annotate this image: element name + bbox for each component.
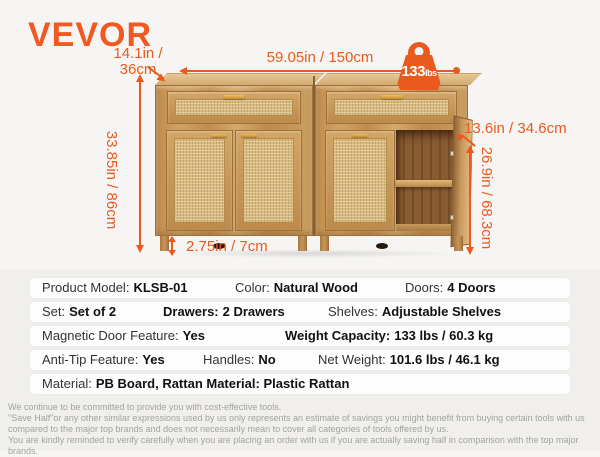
door-rattan-panel [174, 138, 225, 223]
height-arrowhead-bottom [136, 245, 144, 253]
interior-height-label: 26.9in / 68.3cm [478, 146, 495, 250]
interior-height-arrowhead-bottom [466, 247, 474, 255]
spec-label: Drawers: [163, 304, 219, 319]
disclaimer-line: compared to the major top brands and doe… [8, 424, 449, 434]
right-cabinet-drawer [326, 91, 457, 124]
width-line-end-dot [453, 67, 460, 74]
cabinet-leg [160, 236, 169, 251]
spec-label: Anti-Tip Feature: [42, 352, 139, 367]
interior-height-arrowhead-top [466, 145, 474, 153]
interior-floor [396, 224, 458, 231]
left-cabinet-door-left [166, 130, 233, 231]
spec-row-set-drawers-shelves: Set: Set of 2 Drawers: 2 Drawers Shelves: A… [30, 302, 570, 322]
spec-label: Net Weight: [318, 352, 386, 367]
kettlebell-handle-hole [414, 47, 424, 56]
cabinet-leg [320, 236, 329, 251]
cabinet-seam [313, 76, 315, 236]
spec-value: 101.6 lbs / 46.1 kg [389, 352, 500, 367]
width-arrowhead-left [179, 67, 187, 75]
leg-dimension-label: 2.75in / 7cm [186, 238, 268, 255]
left-cabinet-door-right [235, 130, 302, 231]
leg-arrowhead-bottom [168, 250, 176, 256]
spec-row-antitip-handles-weight: Anti-Tip Feature: Yes Handles: No Net Weig… [30, 350, 570, 370]
drawer-rattan-panel [334, 99, 449, 116]
spec-label: Magnetic Door Feature: [42, 328, 179, 343]
spec-value: Natural Wood [273, 280, 358, 295]
spec-value: 133 lbs / 60.3 kg [394, 328, 494, 343]
height-arrowhead-top [136, 74, 144, 82]
right-cabinet-top [315, 73, 482, 85]
spec-row-magnetic-capacity: Magnetic Door Feature: Yes Weight Capacit… [30, 326, 570, 346]
spec-value: KLSB-01 [133, 280, 188, 295]
spec-row-model-color-doors: Product Model: KLSB-01 Color: Natural Wood… [30, 278, 570, 298]
door-handle [352, 134, 368, 137]
spec-row-material: Material: PB Board, Rattan Material: Plas… [30, 374, 570, 394]
vevor-logo: VEVOR [28, 16, 153, 54]
spec-label: Product Model: [42, 280, 130, 295]
door-rattan-panel [333, 138, 387, 223]
weight-capacity-badge: 133lbs [394, 42, 444, 90]
weight-capacity-value: 133lbs [401, 63, 437, 80]
spec-table: Product Model: KLSB-01 Color: Natural Wood… [0, 270, 600, 398]
drawer-handle [223, 95, 245, 99]
floor-shadow [165, 249, 460, 258]
drawer-handle [380, 95, 403, 99]
open-cabinet-interior [396, 130, 458, 231]
right-cabinet-door-closed [325, 130, 395, 231]
leg-dimension-line [171, 240, 173, 252]
spec-label: Material: [42, 376, 92, 391]
depth-dimension-label: 14.1in / 36cm [113, 45, 163, 78]
door-handle [241, 134, 257, 137]
disclaimer-line: You are kindly reminded to verify carefu… [8, 435, 579, 456]
spec-value: PB Board, Rattan Material: Plastic Ratta… [95, 376, 350, 391]
door-width-dimension-label: 13.6in / 34.6cm [464, 120, 567, 137]
adjustable-shelf [396, 180, 458, 187]
disclaimer-line: "Save Half"or any other similar expressi… [8, 413, 585, 423]
left-cabinet-top [155, 73, 325, 85]
leg-arrowhead-top [168, 236, 176, 242]
interior-height-line [469, 151, 471, 248]
disclaimer-line: We continue to be committed to provide y… [8, 402, 282, 412]
spec-label: Color: [235, 280, 270, 295]
spec-value: Yes [182, 328, 205, 343]
cabinet-rear-foot [376, 243, 388, 249]
spec-label: Weight Capacity: [285, 328, 391, 343]
spec-value: Yes [142, 352, 165, 367]
drawer-rattan-panel [175, 99, 293, 116]
spec-label: Shelves: [328, 304, 378, 319]
door-hinge [450, 215, 454, 220]
lower-section: Product Model: KLSB-01 Color: Natural Wood… [0, 270, 600, 456]
product-illustration: VEVOR [28, 16, 567, 258]
height-dimension-label: 33.85in / 86cm [103, 130, 120, 230]
spec-label: Handles: [203, 352, 255, 367]
spec-value: Set of 2 [69, 304, 117, 319]
spec-label: Set: [42, 304, 66, 319]
cabinet-leg [454, 236, 463, 251]
cabinet-leg [298, 236, 307, 251]
door-handle [211, 134, 227, 137]
height-dimension-line [139, 80, 141, 246]
cabinet-rear-foot [213, 243, 225, 249]
door-rattan-panel [243, 138, 294, 223]
door-hinge [450, 151, 454, 156]
spec-label: Doors: [405, 280, 444, 295]
spec-value: 2 Drawers [222, 304, 285, 319]
kettlebell-body [397, 55, 441, 90]
width-dimension-label: 59.05in / 150cm [266, 49, 374, 66]
spec-value: No [258, 352, 276, 367]
width-dimension-line [186, 70, 454, 72]
spec-value: Adjustable Shelves [381, 304, 502, 319]
spec-value: 4 Doors [447, 280, 496, 295]
left-cabinet-drawer [167, 91, 301, 124]
legal-disclaimer: We continue to be committed to provide y… [0, 394, 600, 457]
